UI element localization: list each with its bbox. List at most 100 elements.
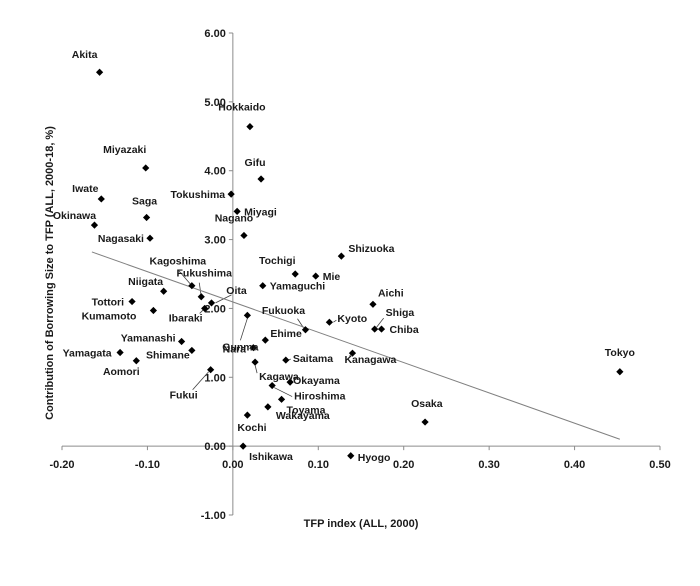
data-point [264,403,272,411]
point-label: Toyama [287,404,326,416]
point-labels: Akita Hokkaido Miyazaki Gifu Tokushima Iwate M… [53,49,635,464]
data-point [282,356,290,364]
trendline-line [91,251,621,440]
data-point [312,272,320,280]
data-point [348,349,357,357]
data-point [146,234,154,242]
x-tick-label: -0.10 [135,459,160,471]
data-point [132,357,140,365]
x-tick-label: 0.30 [478,459,499,471]
point-label: Fukushima [177,268,233,280]
point-label: Shimane [146,349,190,361]
data-point [337,252,345,260]
data-point [201,304,209,313]
data-point [616,368,624,376]
point-label: Kochi [237,422,266,434]
label-leader-line [376,317,384,328]
point-label: Oita [226,285,247,297]
point-label: Akita [72,49,98,61]
data-point [178,337,186,346]
point-label: Osaka [411,398,443,410]
data-point [421,418,429,426]
data-point [95,68,104,76]
data-point [128,297,136,306]
data-point [371,325,379,333]
point-label: Tokyo [605,347,635,359]
x-tick-label: 0.20 [393,459,414,471]
label-leader-line [273,387,293,397]
data-point [369,300,377,308]
point-label: Hokkaido [218,102,265,114]
data-point [197,293,205,301]
point-label: Kanagawa [344,354,396,366]
y-tick-label: 5.00 [204,97,225,109]
data-point [291,270,299,278]
point-label: Kumamoto [82,310,137,322]
data-point [249,344,257,352]
data-point [301,326,310,334]
point-label: Tochigi [259,255,296,267]
data-point [377,325,386,333]
point-label: Aomori [103,366,140,378]
point-label: Okayama [293,375,340,387]
point-label: Ehime [270,328,302,340]
data-point [243,411,251,419]
data-point [188,346,196,355]
data-point [239,442,247,450]
point-label: Saitama [293,353,333,365]
y-tick-label: 4.00 [204,166,225,178]
point-label: Fukuoka [262,305,305,317]
data-point [325,318,333,326]
point-label: Shiga [386,307,415,319]
data-point [277,395,286,403]
point-label: Shizuoka [348,243,394,255]
data-point [286,378,294,386]
x-tick-label: -0.20 [49,459,74,471]
point-label: Hiroshima [294,391,346,403]
x-axis-title: TFP index (ALL, 2000) [304,518,419,530]
point-label: Tottori [92,297,125,309]
point-label: Saga [132,196,157,208]
point-label: Nara [223,344,247,356]
data-point [149,306,158,315]
axes: -1.00 0.00 1.00 2.00 3.00 4.00 5.00 6.00 -0.20 -0… [49,28,670,522]
point-label: Wakayama [276,410,330,422]
data-point [227,190,235,198]
point-label: Nagasaki [98,233,144,245]
point-label: Miyazaki [103,144,146,156]
label-leader-line [192,371,209,390]
label-leader-line [333,319,337,323]
data-point [142,213,151,222]
y-tick-label: 0.00 [204,441,225,453]
point-label: Iwate [72,183,98,195]
point-label: Chiba [390,324,419,336]
point-label: Miyagi [244,206,277,218]
point-label: Hyogo [358,452,391,464]
y-tick-label: 2.00 [204,303,225,315]
data-point [246,123,254,131]
data-point [116,348,124,357]
data-point [90,221,99,229]
data-point [243,311,251,319]
y-tick-label: 3.00 [204,235,225,247]
data-point [347,452,355,460]
point-label: Ishikawa [249,451,293,463]
label-leader-line [239,318,248,341]
point-label: Ibaraki [169,312,203,324]
data-point [240,231,248,240]
label-leader-line [254,365,258,374]
data-points [90,68,624,460]
data-point [257,175,265,183]
point-label: Gunma [222,341,258,353]
y-tick-label: -1.00 [201,510,226,522]
point-label: Yamanashi [121,332,176,344]
data-point [207,366,215,374]
y-axis-title: Contribution of Borrowing Size to TFP (A… [44,126,56,420]
label-leader-line [178,270,193,286]
x-tick-label: 0.50 [649,459,670,471]
y-tick-label: 1.00 [204,372,225,384]
point-label: Kagawa [259,371,299,383]
x-tick-label: 0.00 [222,459,243,471]
data-point [259,282,267,290]
